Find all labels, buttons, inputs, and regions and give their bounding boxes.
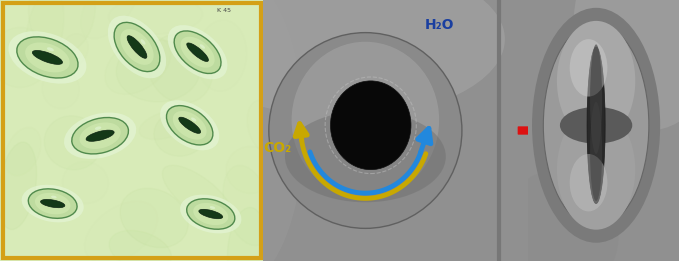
Ellipse shape (25, 43, 70, 72)
Ellipse shape (570, 154, 608, 211)
Ellipse shape (108, 16, 166, 78)
Ellipse shape (85, 201, 158, 261)
Ellipse shape (557, 21, 636, 141)
Ellipse shape (116, 40, 200, 102)
Ellipse shape (148, 34, 213, 103)
Ellipse shape (285, 111, 446, 202)
Ellipse shape (498, 170, 619, 261)
Ellipse shape (227, 207, 268, 261)
Ellipse shape (200, 44, 205, 49)
Ellipse shape (570, 39, 608, 97)
Ellipse shape (179, 117, 200, 133)
Ellipse shape (109, 0, 203, 34)
Ellipse shape (532, 8, 660, 243)
Ellipse shape (587, 47, 605, 204)
Ellipse shape (44, 116, 101, 170)
Ellipse shape (181, 37, 215, 68)
Ellipse shape (86, 130, 114, 141)
Ellipse shape (29, 0, 95, 54)
Ellipse shape (81, 0, 140, 39)
Ellipse shape (8, 31, 86, 84)
Ellipse shape (590, 44, 602, 154)
Ellipse shape (166, 106, 213, 145)
Text: CO₂: CO₂ (263, 141, 291, 155)
Ellipse shape (183, 0, 504, 117)
Ellipse shape (226, 146, 275, 193)
Ellipse shape (105, 36, 171, 94)
Ellipse shape (72, 117, 128, 154)
Ellipse shape (160, 100, 219, 150)
Ellipse shape (199, 209, 223, 219)
Ellipse shape (109, 230, 171, 261)
Ellipse shape (64, 112, 136, 159)
Ellipse shape (560, 107, 632, 144)
Ellipse shape (141, 39, 145, 45)
Ellipse shape (210, 206, 215, 209)
Ellipse shape (33, 50, 62, 64)
Ellipse shape (191, 117, 196, 122)
Ellipse shape (180, 195, 242, 233)
Ellipse shape (42, 69, 79, 109)
Ellipse shape (269, 33, 462, 228)
Ellipse shape (51, 196, 56, 198)
Ellipse shape (187, 43, 208, 62)
Ellipse shape (0, 27, 50, 87)
Ellipse shape (22, 185, 84, 222)
Ellipse shape (41, 199, 65, 208)
Ellipse shape (194, 203, 228, 225)
Ellipse shape (120, 29, 153, 65)
Ellipse shape (174, 31, 221, 74)
Ellipse shape (543, 23, 649, 227)
Ellipse shape (247, 100, 279, 151)
Ellipse shape (25, 0, 64, 76)
Text: H₂O: H₂O (424, 18, 454, 32)
Ellipse shape (590, 102, 602, 201)
Ellipse shape (223, 165, 272, 246)
Ellipse shape (139, 110, 195, 139)
Ellipse shape (127, 36, 147, 58)
Ellipse shape (114, 22, 160, 72)
Ellipse shape (95, 126, 101, 130)
Ellipse shape (187, 199, 235, 229)
Ellipse shape (62, 162, 109, 204)
Ellipse shape (29, 189, 77, 218)
Ellipse shape (47, 47, 54, 51)
Ellipse shape (35, 193, 71, 214)
Ellipse shape (154, 111, 206, 156)
Ellipse shape (331, 81, 411, 170)
Ellipse shape (197, 20, 246, 91)
Ellipse shape (574, 0, 679, 130)
Text: K 45: K 45 (217, 8, 231, 13)
Ellipse shape (557, 110, 636, 230)
Ellipse shape (168, 25, 227, 79)
Ellipse shape (170, 0, 304, 261)
Ellipse shape (0, 142, 37, 229)
Ellipse shape (17, 37, 78, 78)
Ellipse shape (291, 42, 439, 198)
Ellipse shape (162, 165, 233, 224)
Ellipse shape (79, 122, 121, 149)
Ellipse shape (5, 127, 41, 176)
Ellipse shape (172, 111, 206, 140)
Ellipse shape (120, 188, 188, 248)
